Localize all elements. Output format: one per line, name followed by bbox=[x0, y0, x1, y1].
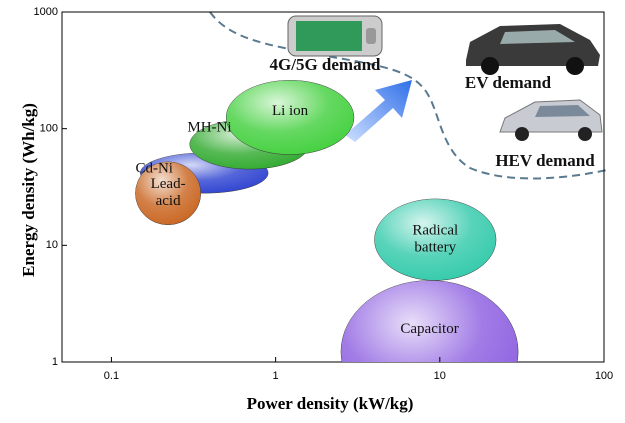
y-tick-label: 1000 bbox=[34, 6, 58, 18]
y-tick-label: 1 bbox=[52, 356, 58, 368]
y-tick-label: 100 bbox=[40, 123, 58, 135]
region-label: Lead- bbox=[151, 176, 186, 192]
x-axis-label: Power density (kW/kg) bbox=[247, 394, 414, 413]
region-label: acid bbox=[156, 193, 181, 209]
x-tick-label: 10 bbox=[434, 370, 446, 382]
region-label: Capacitor bbox=[400, 321, 458, 337]
y-tick-label: 10 bbox=[46, 239, 58, 251]
region-label: Li ion bbox=[272, 103, 309, 119]
chart: Power density (kW/kg) Energy density (Wh… bbox=[0, 0, 625, 423]
trend-arrow bbox=[345, 80, 412, 142]
x-tick-label: 100 bbox=[595, 370, 613, 382]
region-label: battery bbox=[414, 240, 456, 256]
region-label: Radical bbox=[412, 223, 458, 239]
y-axis-label: Energy density (Wh/kg) bbox=[19, 103, 38, 277]
hev-car-icon bbox=[500, 100, 602, 141]
x-tick-label: 0.1 bbox=[104, 370, 119, 382]
phone-icon bbox=[288, 16, 382, 56]
region-label: Cd-Ni bbox=[135, 160, 173, 176]
annotation: HEV demand bbox=[495, 151, 595, 170]
x-tick-label: 1 bbox=[273, 370, 279, 382]
annotation: EV demand bbox=[465, 73, 552, 92]
annotation: 4G/5G demand bbox=[270, 55, 382, 74]
region-label: MH-Ni bbox=[187, 120, 231, 136]
ev-car-icon bbox=[466, 24, 600, 75]
